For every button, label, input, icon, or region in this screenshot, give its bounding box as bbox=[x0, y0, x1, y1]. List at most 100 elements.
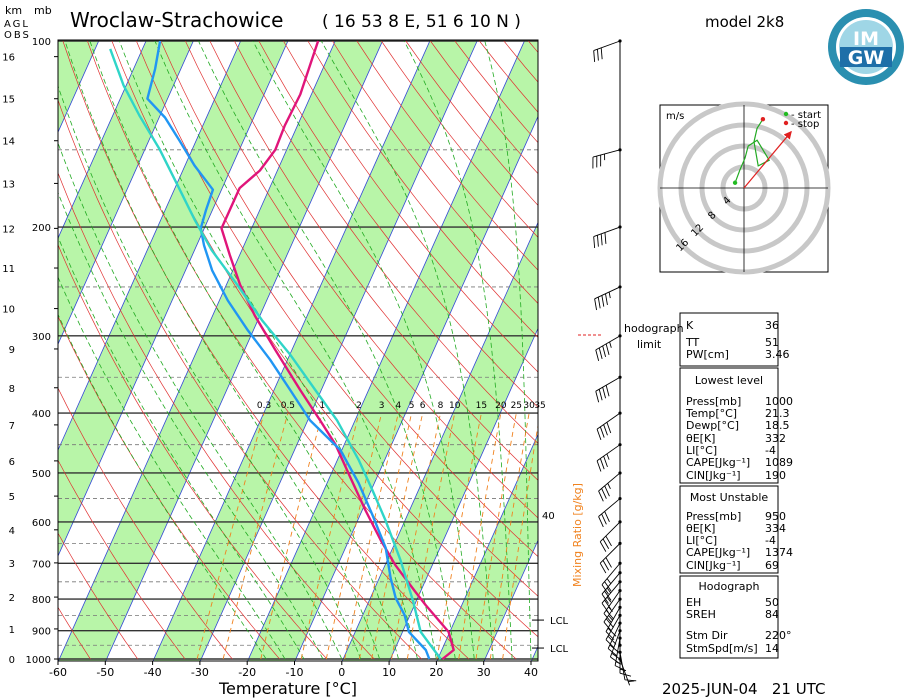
hodograph-unit: m/s bbox=[666, 111, 684, 122]
table-label: CAPE[Jkg⁻¹] bbox=[686, 456, 750, 469]
moist-adiabat bbox=[198, 40, 456, 660]
km-tick-label: 13 bbox=[2, 179, 15, 190]
km-tick-label: 1 bbox=[9, 625, 15, 636]
mixing-ratio-line bbox=[458, 413, 502, 660]
table-label: TT bbox=[685, 336, 700, 349]
wind-barb bbox=[594, 286, 621, 311]
table-label: Press[mb] bbox=[686, 510, 741, 523]
wind-barb bbox=[595, 376, 621, 403]
table-value: 21.3 bbox=[765, 407, 790, 420]
moist-adiabat bbox=[403, 40, 513, 660]
wind-level bbox=[618, 225, 622, 229]
isotherm bbox=[483, 539, 538, 661]
wind-barb bbox=[603, 590, 621, 623]
table-value: 69 bbox=[765, 559, 779, 572]
dry-adiabat bbox=[58, 99, 422, 660]
table-value: 18.5 bbox=[765, 419, 790, 432]
wind-barb bbox=[595, 335, 621, 362]
table-value: -4 bbox=[765, 444, 776, 457]
mixing-ratio-line bbox=[344, 412, 399, 660]
mixing-ratio-line bbox=[358, 413, 413, 660]
table-value: 3.46 bbox=[765, 348, 790, 361]
table-label: SREH bbox=[686, 608, 716, 621]
moist-adiabat bbox=[252, 40, 475, 660]
wind-barb bbox=[592, 149, 621, 169]
km-tick-label: 3 bbox=[9, 559, 15, 570]
km-tick-label: 5 bbox=[9, 492, 15, 503]
table-section-title: Most Unstable bbox=[690, 491, 769, 504]
mixing-ratio-line bbox=[502, 422, 538, 660]
hodograph-start bbox=[732, 180, 738, 185]
mixing-ratio-tick-label: 30 bbox=[523, 401, 535, 411]
isotherm bbox=[389, 327, 538, 661]
km-tick-label: 4 bbox=[9, 526, 15, 537]
isotherm bbox=[58, 40, 242, 452]
mixing-ratio-tick-label: 2 bbox=[356, 401, 362, 411]
dry-adiabat bbox=[160, 40, 538, 558]
hodograph-line bbox=[734, 118, 771, 184]
legend-start-dot bbox=[783, 111, 789, 117]
x-tick-label: -10 bbox=[286, 666, 304, 679]
moist-adiabat bbox=[320, 40, 494, 660]
mixing-ratio-tick-label: 4 bbox=[395, 401, 401, 411]
dry-adiabat bbox=[185, 40, 538, 519]
mixing-ratio-line bbox=[475, 413, 517, 660]
profile-line bbox=[109, 48, 442, 660]
km-header: km bbox=[5, 4, 22, 17]
hodograph-limit-label: hodograph bbox=[624, 322, 684, 335]
table-section bbox=[679, 575, 779, 659]
logo: IM GW bbox=[828, 9, 904, 85]
legend-stop: - stop bbox=[791, 119, 819, 130]
dry-adiabat bbox=[332, 40, 538, 304]
moist-adiabat bbox=[58, 191, 324, 660]
y-tick-label: 800 bbox=[32, 595, 51, 606]
x-axis-label: Temperature [°C] bbox=[218, 679, 357, 698]
km-tick-label: 10 bbox=[2, 305, 15, 316]
table-value: 50 bbox=[765, 596, 779, 609]
table-label: K bbox=[686, 319, 694, 332]
legend-stop-dot bbox=[783, 120, 789, 126]
wind-barb bbox=[593, 226, 621, 249]
table-section bbox=[679, 485, 779, 574]
lcl-label: LCL bbox=[550, 616, 569, 627]
x-tick-label: -40 bbox=[144, 666, 162, 679]
km-tick-label: 6 bbox=[9, 457, 15, 468]
moist-adiabat bbox=[58, 313, 267, 660]
table-label: CIN[Jkg⁻¹] bbox=[686, 559, 741, 572]
table-value: 334 bbox=[765, 522, 786, 535]
logo-bottom: GW bbox=[848, 47, 885, 69]
legend-start: - start bbox=[791, 110, 821, 121]
mixing-ratio-tick-label: 10 bbox=[449, 401, 461, 411]
table-label: Dewp[°C] bbox=[686, 419, 739, 432]
dry-adiabat bbox=[209, 40, 538, 481]
table-label: Stm Dir bbox=[686, 629, 728, 642]
model: model 2k8 bbox=[705, 13, 784, 31]
moist-adiabat bbox=[484, 40, 532, 659]
table-label: StmSpd[m/s] bbox=[686, 642, 758, 655]
date: 2025-JUN-04 21 UTC bbox=[662, 680, 825, 698]
dry-adiabat bbox=[307, 40, 538, 338]
table-label: Temp[°C] bbox=[685, 407, 737, 420]
dry-adiabat bbox=[111, 40, 538, 638]
mixing-ratio-tick-label: 6 bbox=[420, 401, 426, 411]
isotherm bbox=[436, 433, 538, 661]
mixing-ratio-label: Mixing Ratio [g/kg] bbox=[571, 483, 584, 587]
km-tick-label: 7 bbox=[9, 421, 15, 432]
y-tick-label: 200 bbox=[32, 223, 51, 234]
wind-barb bbox=[596, 412, 621, 441]
lcl-label: LCL bbox=[550, 644, 569, 655]
wind-barb bbox=[619, 652, 637, 682]
x-tick-label: 10 bbox=[382, 666, 396, 679]
wind-barb bbox=[599, 521, 621, 552]
mixing-ratio-tick-label: 0.3 bbox=[257, 401, 271, 411]
table-label: Press[mb] bbox=[686, 395, 741, 408]
mixing-ratio-tick-label: 3 bbox=[379, 401, 385, 411]
isotherm bbox=[58, 40, 147, 240]
dry-adiabat bbox=[58, 172, 375, 660]
table-value: 950 bbox=[765, 510, 786, 523]
isotherm bbox=[247, 40, 526, 661]
agl-header: AGL bbox=[4, 19, 30, 30]
mixing-ratio-tick-label: 0.5 bbox=[281, 401, 295, 411]
table-label: θE[K] bbox=[686, 432, 715, 445]
